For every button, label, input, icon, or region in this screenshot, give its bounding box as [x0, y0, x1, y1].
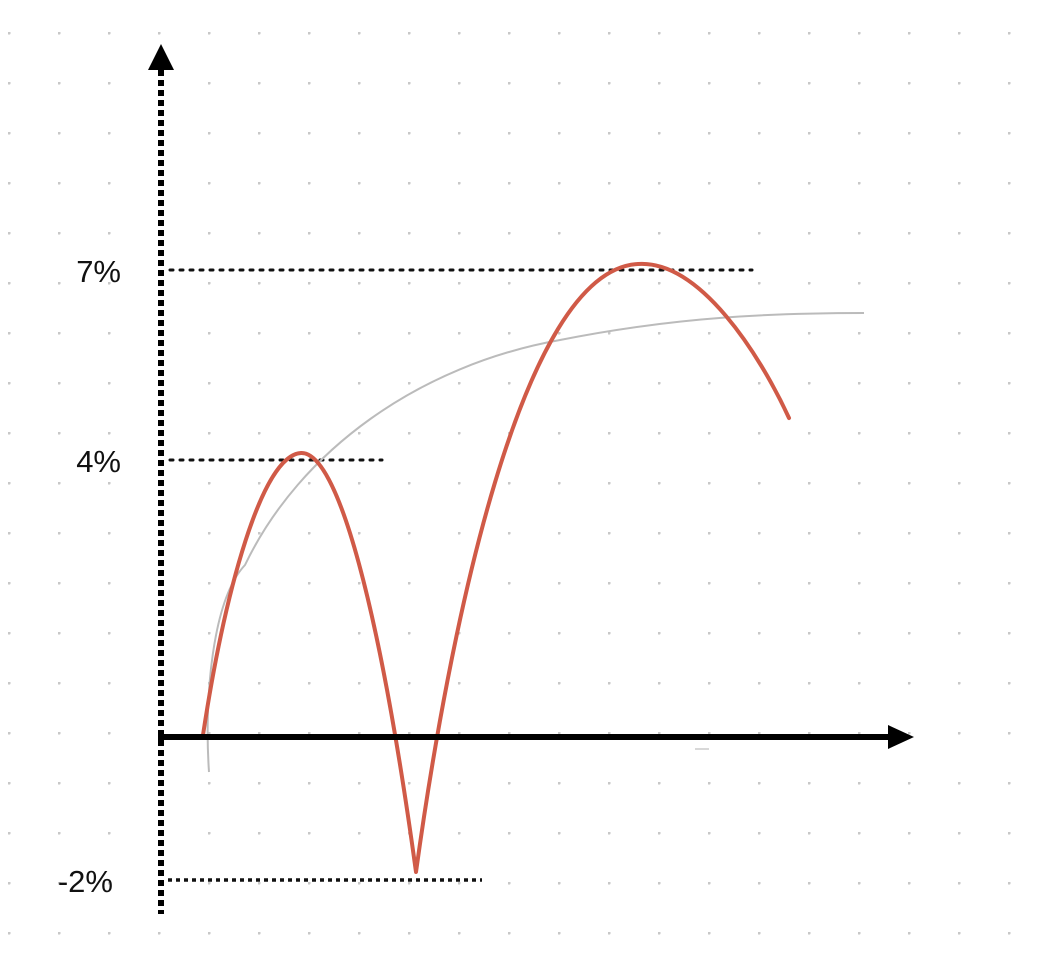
y-axis-arrow-icon — [148, 44, 174, 70]
y-tick-label-4: 4% — [76, 444, 121, 479]
guide-lines — [168, 268, 754, 882]
y-tick-label-7: 7% — [76, 254, 121, 289]
y-tick-label-neg2: -2% — [58, 864, 113, 899]
x-axis-arrow-icon — [888, 725, 914, 749]
primary-curve — [201, 261, 791, 874]
